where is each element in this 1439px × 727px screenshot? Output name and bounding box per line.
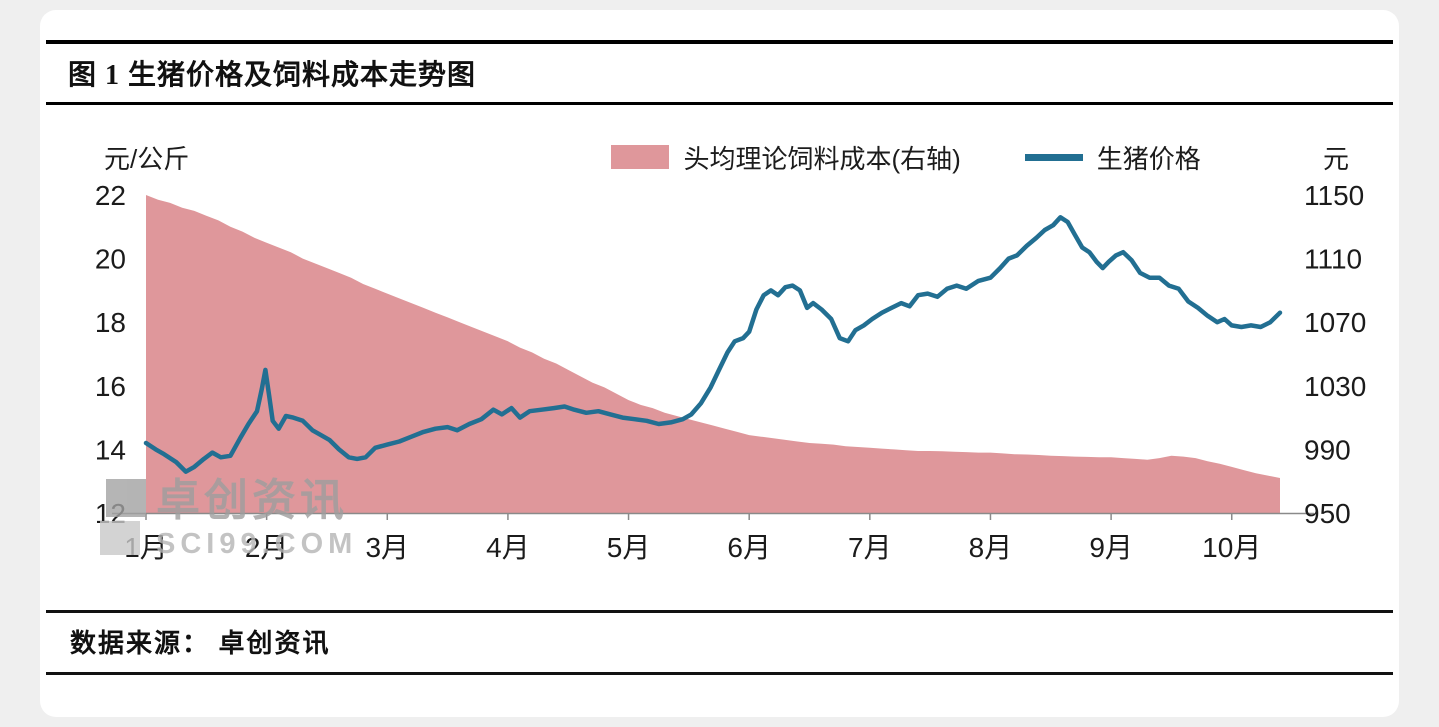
legend-item-feed-cost: 头均理论饲料成本(右轴) <box>611 139 961 176</box>
svg-text:990: 990 <box>1304 434 1351 465</box>
right-axis-unit-label: 元 <box>1322 143 1349 174</box>
svg-text:14: 14 <box>95 434 126 465</box>
svg-text:1030: 1030 <box>1304 371 1366 402</box>
source-bar: 数据来源： 卓创资讯 <box>46 610 1393 675</box>
svg-text:18: 18 <box>95 307 126 338</box>
figure-title: 图 1 生猪价格及饲料成本走势图 <box>68 60 477 91</box>
svg-text:12: 12 <box>95 498 126 529</box>
svg-text:4月: 4月 <box>486 532 530 563</box>
svg-text:1150: 1150 <box>1304 183 1364 211</box>
legend: 头均理论饲料成本(右轴) 生猪价格 <box>189 139 1323 176</box>
svg-text:1月: 1月 <box>124 532 168 563</box>
feed-cost-area-swatch <box>611 145 670 169</box>
svg-text:5月: 5月 <box>607 532 651 563</box>
svg-text:6月: 6月 <box>727 532 771 563</box>
figure-title-bar: 图 1 生猪价格及饲料成本走势图 <box>46 40 1393 105</box>
pig-price-line-swatch <box>1024 153 1083 161</box>
chart-svg: 22 20 18 16 14 12 1150 1110 1070 1030 990 950 1月 2月 3月… <box>95 183 1366 563</box>
svg-text:7月: 7月 <box>848 532 892 563</box>
svg-text:1110: 1110 <box>1304 244 1362 275</box>
left-axis-unit-label: 元/公斤 <box>104 143 190 174</box>
legend-label-pig-price: 生猪价格 <box>1096 143 1201 174</box>
svg-text:16: 16 <box>95 371 126 402</box>
legend-label-feed-cost: 头均理论饲料成本(右轴) <box>683 143 961 174</box>
chart-container: 元/公斤 头均理论饲料成本(右轴) 生猪价格 元 22 20 18 16 14 12 115… <box>46 131 1393 575</box>
svg-text:2月: 2月 <box>245 532 289 563</box>
figure-card: 图 1 生猪价格及饲料成本走势图 元/公斤 头均理论饲料成本(右轴) 生猪价格 … <box>40 10 1399 717</box>
svg-text:9月: 9月 <box>1089 532 1133 563</box>
svg-text:950: 950 <box>1304 498 1351 529</box>
data-source: 数据来源： 卓创资讯 <box>70 629 331 658</box>
svg-text:3月: 3月 <box>365 532 409 563</box>
svg-text:8月: 8月 <box>969 532 1013 563</box>
svg-text:1070: 1070 <box>1304 307 1366 338</box>
chart-header: 元/公斤 头均理论饲料成本(右轴) 生猪价格 元 <box>46 131 1393 183</box>
svg-text:22: 22 <box>95 183 126 211</box>
svg-text:10月: 10月 <box>1202 532 1261 563</box>
svg-text:20: 20 <box>95 244 126 275</box>
legend-item-pig-price: 生猪价格 <box>1024 139 1201 176</box>
